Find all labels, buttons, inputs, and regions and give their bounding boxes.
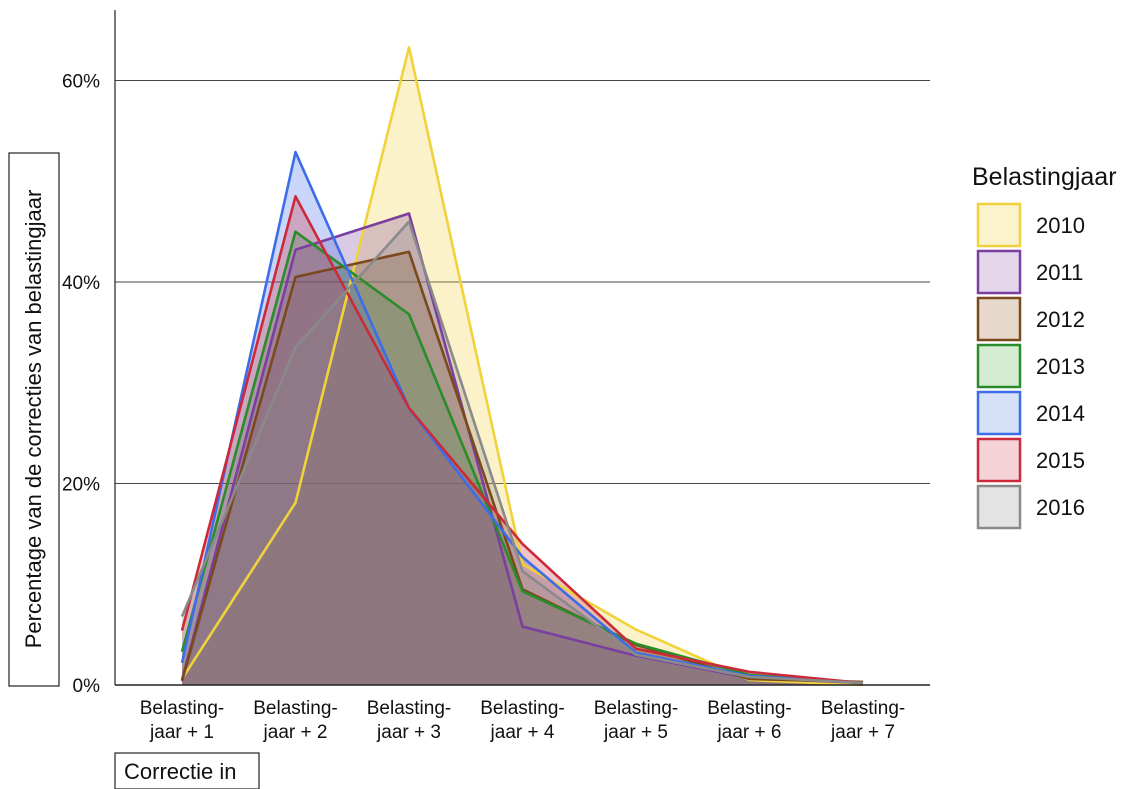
area-2013 xyxy=(182,231,863,685)
legend-label-2013: 2013 xyxy=(1036,354,1085,379)
x-tick-label: Belasting-jaar + 4 xyxy=(480,698,565,743)
line-2016 xyxy=(180,220,864,685)
y-axis-title-box xyxy=(8,152,60,687)
legend-label-2016: 2016 xyxy=(1036,495,1085,520)
x-tick-label: Belasting-jaar + 2 xyxy=(253,698,338,743)
gridlines xyxy=(115,80,930,485)
legend-label-2012: 2012 xyxy=(1036,307,1085,332)
x-tick-label: Belasting-jaar + 3 xyxy=(367,698,452,743)
legend-swatch-2013 xyxy=(976,343,1022,389)
y-tick-label: 0% xyxy=(73,676,101,697)
y-axis-title: Percentage van de correcties van belasti… xyxy=(8,152,60,687)
y-axis-title-text: Percentage van de correcties van belasti… xyxy=(21,190,46,649)
area-2010 xyxy=(182,47,863,685)
y-tick-label: 60% xyxy=(62,72,100,93)
legend-swatch-2010 xyxy=(976,202,1022,248)
x-tick-label: Belasting-jaar + 6 xyxy=(707,698,792,743)
legend: Belastingjaar 2010 2011 2012 2013 2014 2015 20… xyxy=(972,163,1117,530)
legend-swatch-2014 xyxy=(976,390,1022,436)
legend-swatch-2012 xyxy=(976,296,1022,342)
x-tick-label: Belasting-jaar + 1 xyxy=(140,698,225,743)
legend-label-2014: 2014 xyxy=(1036,401,1085,426)
legend-swatch-2016 xyxy=(976,484,1022,530)
x-axis-title-box xyxy=(114,752,260,789)
legend-swatch-2015 xyxy=(976,437,1022,483)
area-2015 xyxy=(182,196,863,685)
legend-swatch-2011 xyxy=(976,249,1022,295)
x-tick-label: Belasting-jaar + 7 xyxy=(821,698,906,743)
y-axis: 0% 20% 40% 60% xyxy=(62,10,116,697)
x-axis: Belasting-jaar + 1 Belasting-jaar + 2 Bela… xyxy=(115,684,930,743)
legend-label-2015: 2015 xyxy=(1036,448,1085,473)
series-lines xyxy=(180,45,864,687)
legend-label-2011: 2011 xyxy=(1036,260,1083,285)
area-2012 xyxy=(182,251,863,685)
y-tick-label: 40% xyxy=(62,273,100,294)
legend-title: Belastingjaar xyxy=(972,163,1117,191)
line-2015 xyxy=(180,195,864,685)
y-tick-label: 20% xyxy=(62,475,100,496)
x-tick-label: Belasting-jaar + 5 xyxy=(594,698,679,743)
legend-label-2010: 2010 xyxy=(1036,213,1085,238)
x-axis-title-text: Correctie in xyxy=(124,759,236,784)
x-axis-title: Correctie in xyxy=(114,752,260,789)
area-2016 xyxy=(182,221,863,685)
area-2011 xyxy=(182,213,863,686)
